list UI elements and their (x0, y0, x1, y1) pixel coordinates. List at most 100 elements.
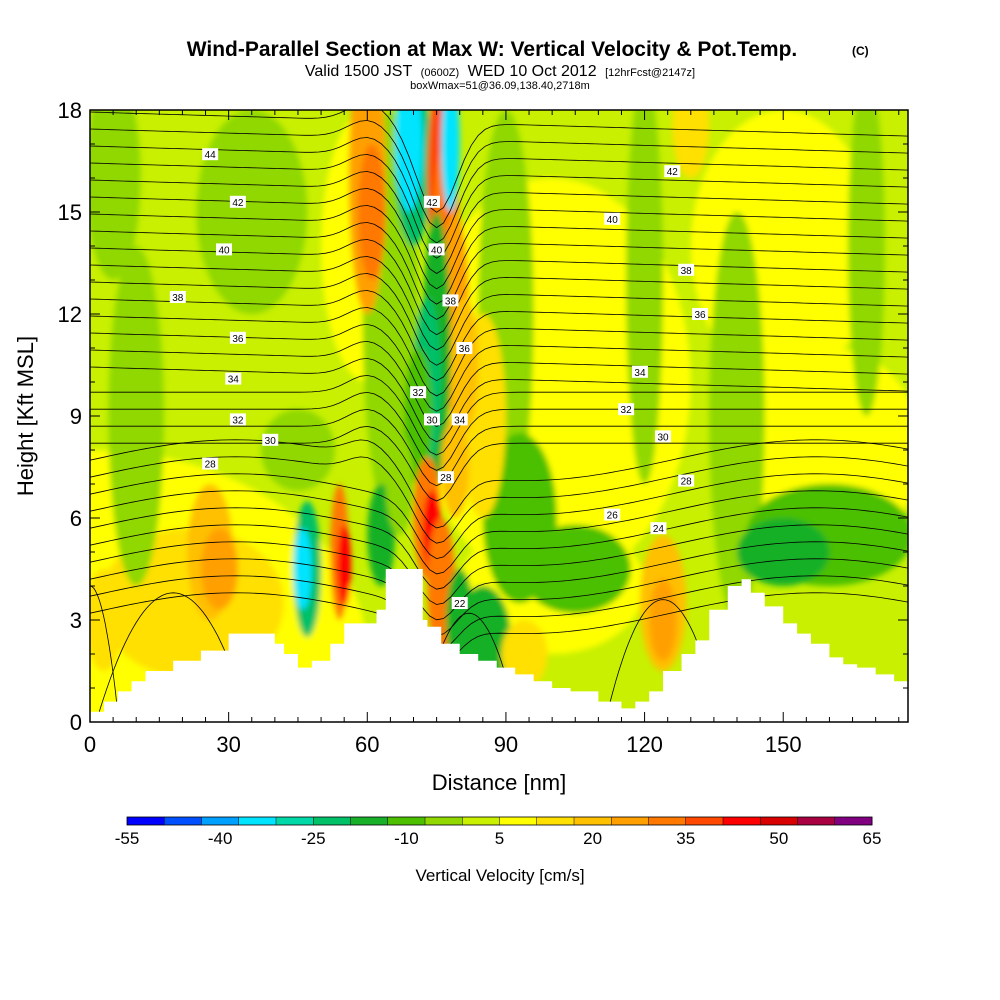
chart-title: Wind-Parallel Section at Max W: Vertical… (187, 38, 798, 61)
svg-text:36: 36 (459, 344, 471, 355)
theta-contour-label: 34 (225, 372, 242, 386)
plot-area: 44 42 40 38 36 34 32 30 28 42 40 38 36 32 30 34 28 22 42 40… (90, 110, 908, 722)
theta-contour-label: 36 (692, 308, 709, 321)
y-tick-label: 15 (58, 200, 82, 225)
colorbar-swatch (201, 817, 240, 825)
y-tick-label: 3 (70, 608, 82, 633)
svg-text:38: 38 (445, 296, 457, 307)
svg-text:44: 44 (205, 150, 217, 161)
colorbar-swatch (425, 817, 463, 825)
theta-contour-label: 42 (423, 195, 440, 209)
svg-text:30: 30 (265, 436, 277, 447)
colorbar-swatch (685, 817, 724, 825)
theta-contour-label: 34 (631, 365, 648, 379)
svg-text:38: 38 (172, 293, 184, 304)
colorbar-swatch (797, 817, 836, 825)
svg-text:36: 36 (694, 310, 706, 321)
colorbar-swatch (387, 817, 426, 825)
svg-text:34: 34 (228, 375, 240, 386)
colorbar-swatch (574, 817, 612, 825)
svg-text:40: 40 (607, 215, 619, 226)
theta-contour-label: 30 (262, 433, 279, 447)
subtitle-date: WED 10 Oct 2012 (468, 63, 597, 80)
svg-text:34: 34 (454, 415, 466, 426)
theta-contour-label: 32 (618, 403, 635, 416)
colorbar-title: Vertical Velocity [cm/s] (415, 866, 584, 885)
colorbar (126, 816, 873, 826)
svg-text:40: 40 (218, 245, 230, 256)
chart-title-mark: (C) (852, 44, 869, 58)
colorbar-tick-label: -25 (301, 829, 326, 848)
theta-contour-label: 24 (650, 522, 667, 535)
colorbar-swatch (723, 817, 761, 825)
colorbar-tick-label: 20 (583, 829, 602, 848)
y-tick-label: 0 (70, 710, 82, 735)
y-tick-label: 9 (70, 404, 82, 429)
colorbar-tick-label: 50 (769, 829, 788, 848)
colorbar-tick-label: 35 (676, 829, 695, 848)
svg-text:26: 26 (607, 511, 619, 522)
svg-text:30: 30 (657, 432, 669, 443)
theta-contour-label: 36 (456, 342, 473, 355)
theta-contour-label: 44 (202, 148, 219, 161)
theta-contour-label: 22 (451, 597, 468, 610)
svg-text:42: 42 (232, 198, 244, 209)
svg-text:34: 34 (634, 368, 646, 379)
svg-text:30: 30 (426, 415, 438, 426)
svg-text:28: 28 (440, 473, 452, 484)
y-tick-label: 12 (58, 302, 82, 327)
svg-text:28: 28 (681, 477, 693, 488)
svg-text:32: 32 (621, 405, 633, 416)
x-tick-label: 90 (494, 732, 518, 757)
svg-text:32: 32 (413, 388, 425, 399)
colorbar-swatch (499, 817, 538, 825)
svg-text:36: 36 (232, 334, 244, 345)
svg-text:38: 38 (681, 266, 693, 277)
colorbar-tick-label: -55 (115, 829, 140, 848)
svg-text:32: 32 (232, 415, 244, 426)
theta-contour-labels: 44 42 40 38 36 34 32 30 28 42 40 38 36 32 30 34 28 22 42 40… (169, 148, 709, 610)
theta-contour-label: 38 (442, 294, 459, 307)
y-tick-label: 6 (70, 506, 82, 531)
colorbar-swatch (164, 817, 202, 825)
colorbar-tick-label: 65 (863, 829, 882, 848)
terrain-mask (90, 569, 908, 722)
theta-contour-label: 40 (604, 212, 621, 226)
colorbar-swatch (313, 817, 351, 825)
theta-contour-label: 42 (229, 195, 246, 209)
chart-subtitle-2: boxWmax=51@36.09,138.40,2718m (410, 80, 590, 92)
colorbar-swatch (127, 817, 165, 825)
svg-text:22: 22 (454, 599, 466, 610)
theta-contour-label: 38 (169, 291, 186, 304)
theta-contour-label: 34 (451, 413, 468, 426)
theta-contour-label: 38 (678, 263, 695, 277)
y-tick-label: 18 (58, 98, 82, 123)
colorbar-swatch (648, 817, 687, 825)
colorbar-labels: -55 -40 -25 -10 5 20 35 50 65 (115, 829, 882, 848)
x-tick-label: 120 (626, 732, 663, 757)
theta-contour-label: 30 (423, 413, 440, 426)
theta-contour-label: 36 (229, 331, 246, 345)
x-tick-label: 0 (84, 732, 96, 757)
svg-text:24: 24 (653, 524, 665, 535)
colorbar-swatch (462, 817, 500, 825)
colorbar-swatch (350, 817, 389, 825)
x-tick-label: 150 (765, 732, 802, 757)
colorbar-swatch (611, 817, 649, 825)
svg-text:28: 28 (205, 460, 217, 471)
colorbar-tick-label: -10 (394, 829, 419, 848)
x-tick-label: 60 (355, 732, 379, 757)
theta-contour-label: 32 (229, 413, 246, 426)
x-axis-ticks: 0 30 60 90 120 150 (84, 110, 900, 757)
theta-contour-label: 26 (604, 508, 621, 522)
colorbar-swatch (276, 817, 314, 825)
theta-contour-label: 32 (410, 386, 427, 399)
colorbar-tick-label: -40 (208, 829, 233, 848)
x-axis-label: Distance [nm] (432, 770, 567, 795)
colorbar-swatch (834, 817, 873, 825)
svg-text:42: 42 (426, 198, 438, 209)
subtitle-valid: Valid 1500 JST (305, 63, 413, 80)
colorbar-swatch (536, 817, 575, 825)
colorbar-tick-label: 5 (495, 829, 504, 848)
